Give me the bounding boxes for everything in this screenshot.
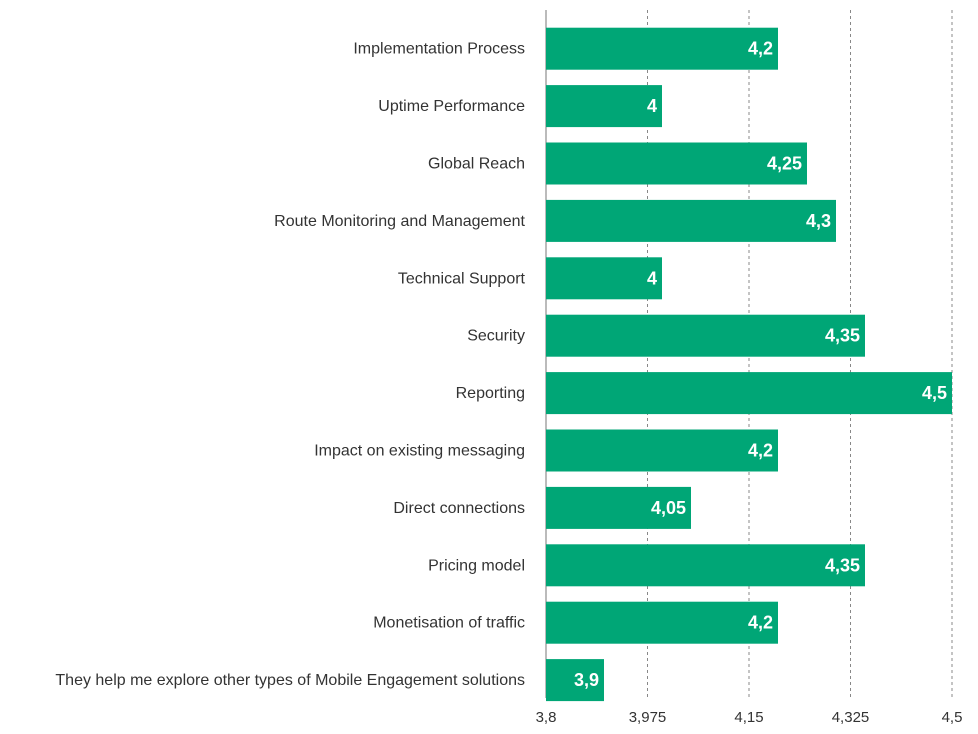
- bar-value-label: 4,05: [651, 498, 686, 518]
- bar-value-label: 4,2: [748, 39, 773, 59]
- bar: [546, 429, 778, 472]
- bar: [546, 486, 691, 529]
- category-label: Pricing model: [428, 557, 525, 574]
- x-axis-tick-labels: 3,8 3,975 4,15 4,325 4,5: [536, 709, 963, 726]
- bar: [546, 372, 952, 415]
- bar-value-label: 4,35: [825, 555, 860, 575]
- category-label: Security: [467, 328, 525, 345]
- bar: [546, 142, 807, 185]
- category-label: Uptime Performance: [378, 98, 525, 115]
- category-label: Technical Support: [398, 270, 526, 287]
- category-label: Direct connections: [393, 500, 525, 517]
- bar-value-label: 4,2: [748, 613, 773, 633]
- x-tick-label: 3,975: [629, 709, 667, 726]
- bar-value-label: 4,35: [825, 326, 860, 346]
- bar: [546, 659, 604, 702]
- category-label: Impact on existing messaging: [314, 443, 525, 460]
- category-label: Monetisation of traffic: [373, 615, 525, 632]
- category-label: Implementation Process: [353, 41, 525, 58]
- bar-value-label: 3,9: [574, 670, 599, 690]
- bar-value-label: 4,25: [767, 154, 802, 174]
- x-tick-label: 4,15: [734, 709, 763, 726]
- bar: [546, 544, 865, 587]
- bar-value-label: 4: [647, 96, 657, 116]
- category-label: Reporting: [456, 385, 525, 402]
- category-label: Global Reach: [428, 156, 525, 173]
- bar: [546, 27, 778, 70]
- bar: [546, 257, 662, 300]
- category-label: Route Monitoring and Management: [274, 213, 525, 230]
- category-label: They help me explore other types of Mobi…: [55, 672, 525, 689]
- x-tick-label: 3,8: [536, 709, 557, 726]
- bars: [546, 27, 952, 702]
- bar: [546, 199, 836, 242]
- x-tick-label: 4,325: [832, 709, 870, 726]
- category-labels: Implementation Process Uptime Performance…: [55, 41, 525, 689]
- bar: [546, 85, 662, 128]
- value-labels: 4,2 4 4,25 4,3 4 4,35 4,5 4,2 4,05 4,35 4,2 3,9: [574, 39, 947, 690]
- x-tick-label: 4,5: [942, 709, 963, 726]
- bar: [546, 314, 865, 357]
- bar-value-label: 4,3: [806, 211, 831, 231]
- bar-value-label: 4: [647, 268, 657, 288]
- bar-value-label: 4,2: [748, 441, 773, 461]
- bar: [546, 601, 778, 644]
- bar-value-label: 4,5: [922, 383, 947, 403]
